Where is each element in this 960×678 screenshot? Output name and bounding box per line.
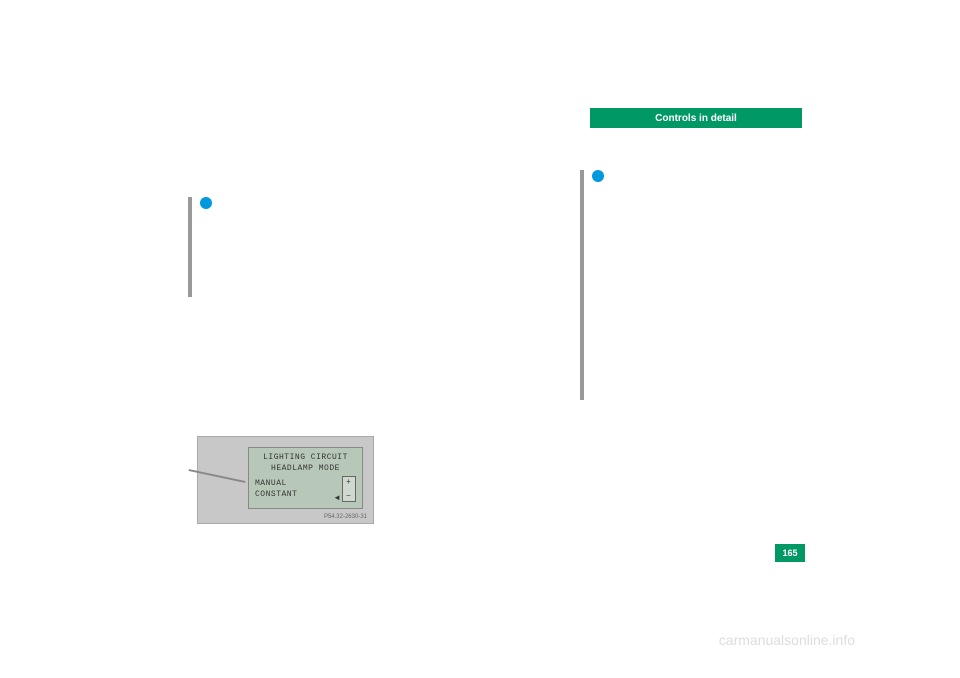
lcd-display-panel: LIGHTING CIRCUIT HEADLAMP MODE MANUAL CO… bbox=[197, 436, 374, 524]
info-note-left bbox=[200, 197, 212, 215]
info-icon bbox=[200, 197, 212, 209]
info-note-right bbox=[592, 170, 604, 188]
lcd-text-line1: LIGHTING CIRCUIT bbox=[253, 452, 358, 463]
page-number: 165 bbox=[775, 544, 805, 562]
part-number-label: P54.32-2630-31 bbox=[324, 514, 367, 520]
plus-icon: + bbox=[346, 478, 351, 487]
page-container: Controls in detail LIGHTING CIRCUIT HEAD… bbox=[0, 0, 960, 678]
stylus-pointer bbox=[188, 469, 245, 483]
info-note-bar bbox=[188, 197, 192, 297]
lcd-screen: LIGHTING CIRCUIT HEADLAMP MODE MANUAL CO… bbox=[248, 447, 363, 509]
lcd-selector-arrow: ◄ bbox=[335, 494, 340, 503]
lcd-text-line2: HEADLAMP MODE bbox=[253, 463, 358, 474]
page-number-text: 165 bbox=[782, 548, 797, 558]
section-header: Controls in detail bbox=[590, 108, 802, 128]
minus-icon: − bbox=[346, 492, 351, 501]
watermark-text: carmanualsonline.info bbox=[719, 632, 855, 648]
lcd-plus-minus-control: + − bbox=[342, 476, 356, 502]
info-icon bbox=[592, 170, 604, 182]
info-note-bar bbox=[580, 170, 584, 400]
section-header-text: Controls in detail bbox=[655, 113, 737, 124]
